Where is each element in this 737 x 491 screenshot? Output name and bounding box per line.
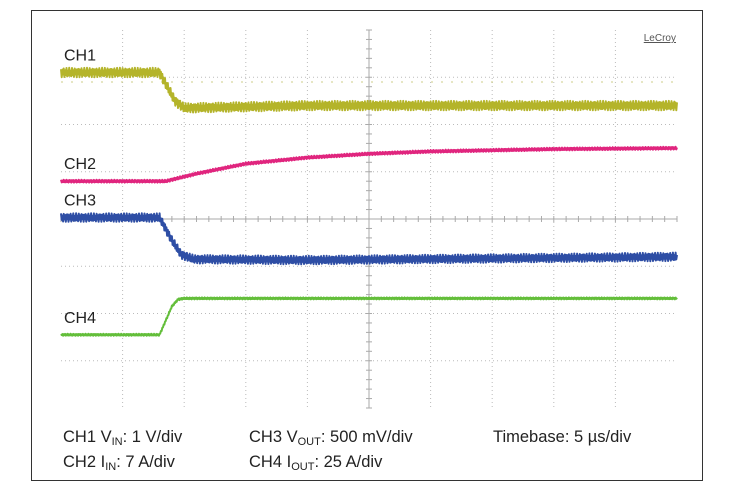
legend-ch3: CH3 VOUT: 500 mV/div [249, 428, 413, 448]
trace-ch1 [60, 66, 678, 114]
channel-label-ch3: CH3 [64, 193, 96, 210]
legend-timebase: Timebase: 5 µs/div [493, 428, 632, 446]
graticule [60, 29, 678, 409]
legend-ch4: CH4 IOUT: 25 A/div [249, 453, 383, 473]
traces [60, 66, 678, 337]
legend-ch1: CH1 VIN: 1 V/div [63, 428, 183, 448]
figure-frame [31, 10, 703, 481]
trace-ch4 [60, 296, 678, 337]
brand-label: LeCroy [644, 33, 676, 44]
trace-ch3 [60, 212, 678, 266]
channel-labels: CH1 CH2 CH3 CH4 [64, 48, 96, 327]
channel-label-ch4: CH4 [64, 310, 96, 327]
channel-label-ch2: CH2 [64, 156, 96, 173]
trace-ch2 [60, 145, 678, 184]
scale-legend: CH1 VIN: 1 V/div CH3 VOUT: 500 mV/div Ti… [63, 423, 703, 479]
legend-ch2: CH2 IIN: 7 A/div [63, 453, 175, 473]
channel-label-ch1: CH1 [64, 48, 96, 65]
